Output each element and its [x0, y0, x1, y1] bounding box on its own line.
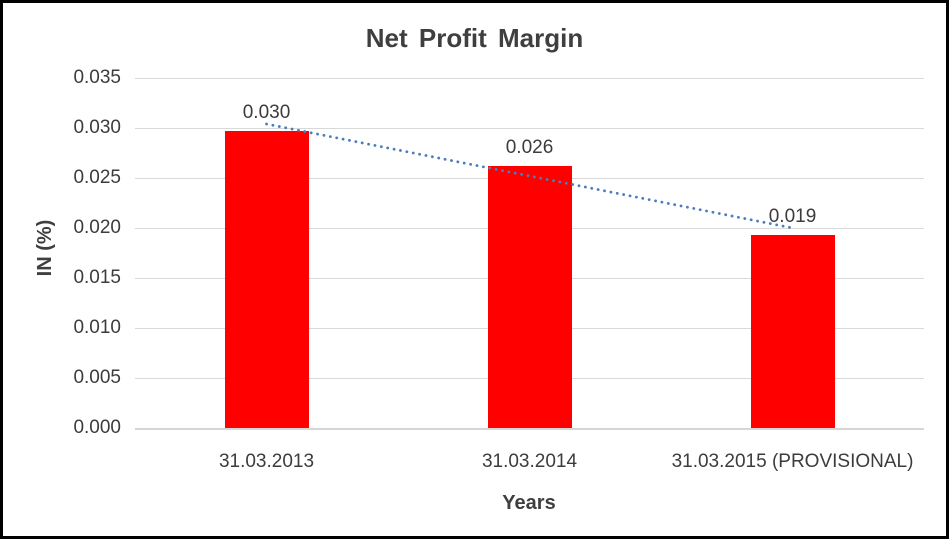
x-axis: 31.03.2013 31.03.2014 31.03.2015 (PROVISIO…	[135, 450, 924, 476]
y-axis-tick-label: 0.010	[73, 317, 121, 338]
gridline	[135, 127, 924, 129]
bar-data-label: 0.019	[768, 206, 817, 227]
y-axis-tick-label: 0.025	[73, 167, 121, 188]
x-axis-tick-label: 31.03.2013	[218, 451, 315, 472]
bar-2	[487, 166, 572, 428]
bar-data-label: 0.030	[242, 102, 291, 123]
plot-area: 0.030 0.026 0.019	[135, 77, 924, 430]
bar-data-label: 0.026	[505, 137, 554, 158]
gridline	[135, 77, 924, 79]
bar-3	[750, 235, 835, 428]
y-axis-tick-label: 0.035	[73, 67, 121, 88]
y-axis-tick-label: 0.030	[73, 117, 121, 138]
y-axis-tick-label: 0.015	[73, 267, 121, 288]
x-axis-title: Years	[502, 492, 556, 514]
y-axis-tick-label: 0.020	[73, 217, 121, 238]
y-axis-tick-label: 0.000	[73, 417, 121, 438]
x-axis-tick-label: 31.03.2015 (PROVISIONAL)	[671, 451, 914, 472]
y-axis-tick-label: 0.005	[73, 367, 121, 388]
y-axis: 0.000 0.005 0.010 0.015 0.020 0.025 0.030 0.035	[45, 67, 121, 438]
bar-1	[224, 131, 309, 428]
chart-title: Net Profit Margin	[365, 23, 584, 53]
x-axis-tick-label: 31.03.2014	[481, 451, 578, 472]
